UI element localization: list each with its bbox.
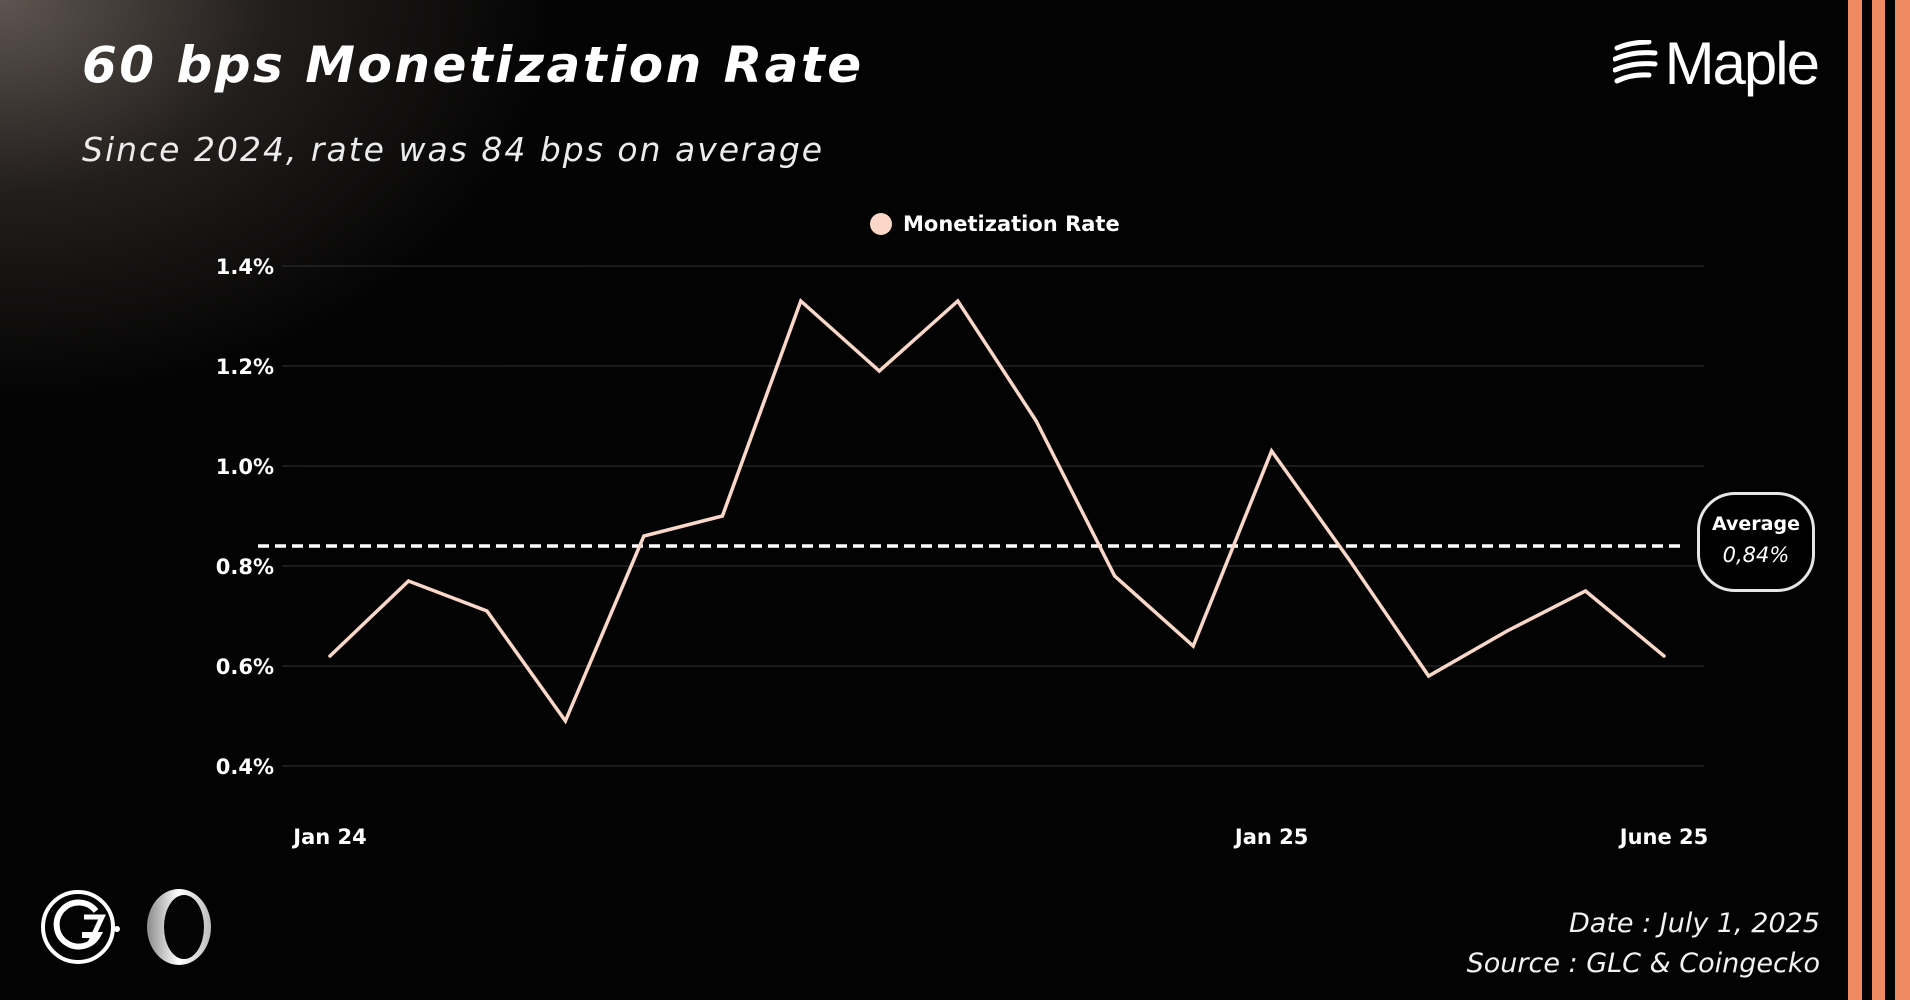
legend-marker: [870, 213, 892, 235]
series-line-monetization-rate: [328, 297, 1666, 725]
data-point: [1583, 589, 1588, 593]
accent-stripe: [1848, 0, 1862, 1000]
y-tick-label: 0.8%: [216, 555, 274, 579]
average-badge: Average 0,84%: [1697, 492, 1815, 592]
data-point: [485, 609, 489, 613]
data-point: [877, 369, 881, 373]
grid-layer: [282, 265, 1704, 767]
data-point: [956, 299, 960, 303]
x-tick-label: June 25: [1618, 825, 1709, 849]
chart-subtitle: Since 2024, rate was 84 bps on average: [82, 130, 825, 169]
data-point: [720, 514, 724, 518]
data-point: [1662, 654, 1666, 658]
y-tick-label: 0.6%: [216, 655, 274, 679]
data-point: [1191, 644, 1195, 648]
y-tick-label: 1.4%: [216, 255, 274, 279]
x-tick-label: Jan 25: [1233, 825, 1308, 849]
y-axis-ticks: 0.4% 0.6% 0.8% 1.0% 1.2% 1.4%: [216, 255, 274, 779]
data-point: [328, 654, 332, 658]
footer-source: Source : GLC & Coingecko: [1466, 948, 1820, 979]
accent-stripe: [1872, 0, 1885, 1000]
brand-logo: Maple: [1612, 30, 1820, 97]
data-point: [1348, 559, 1352, 563]
data-point: [1034, 419, 1038, 423]
x-tick-label: Jan 24: [291, 825, 366, 849]
data-point: [799, 299, 803, 303]
y-tick-label: 1.0%: [216, 455, 274, 479]
y-tick-label: 0.4%: [216, 755, 274, 779]
data-point: [1270, 449, 1274, 453]
data-point: [1505, 629, 1509, 633]
y-tick-label: 1.2%: [216, 355, 274, 379]
maple-wave-icon: [1612, 39, 1659, 88]
x-axis-ticks: Jan 24 Jan 25 June 25: [291, 825, 1708, 849]
footer-date: Date : July 1, 2025: [1569, 908, 1820, 939]
data-point: [642, 534, 646, 538]
legend-label: Monetization Rate: [903, 212, 1120, 236]
partner-logos: [38, 886, 214, 972]
accent-stripe: [1895, 0, 1910, 1000]
data-point: [1426, 674, 1431, 678]
data-point: [1113, 574, 1117, 578]
chart-title: 60 bps Monetization Rate: [82, 36, 864, 94]
accent-stripes: [1848, 0, 1910, 1000]
average-label: Average: [1712, 513, 1800, 535]
data-point: [563, 719, 568, 723]
ring-logo: [144, 886, 214, 972]
series-layer: [328, 297, 1666, 725]
footer-notes: Date : July 1, 2025 Source : GLC & Coing…: [1467, 904, 1820, 984]
brand-name: Maple: [1664, 30, 1820, 97]
data-point: [406, 579, 411, 583]
chart-legend: Monetization Rate: [870, 212, 1120, 236]
average-value: 0,84%: [1722, 543, 1790, 567]
g7-circle-logo: [38, 887, 122, 971]
